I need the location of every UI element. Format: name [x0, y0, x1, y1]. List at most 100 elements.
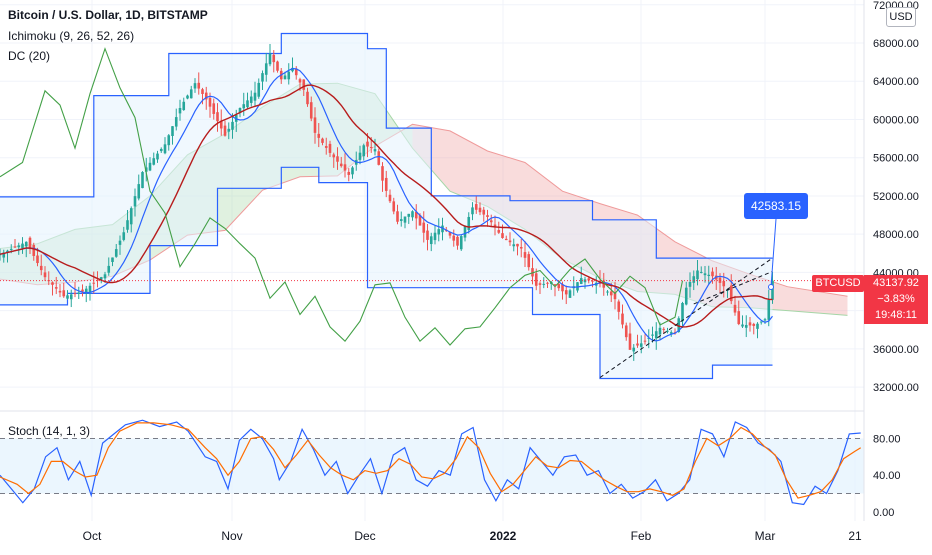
- candle-body: [257, 82, 261, 97]
- candle-body: [332, 154, 336, 158]
- candle-body: [313, 117, 317, 133]
- x-tick-label: Oct: [83, 529, 102, 543]
- x-tick-label: Feb: [631, 529, 652, 543]
- candle-body: [418, 215, 422, 226]
- candle-body: [486, 215, 489, 217]
- candle-body: [189, 89, 193, 99]
- candle-body: [489, 220, 493, 223]
- candle-body: [253, 92, 257, 101]
- candle-body: [28, 237, 32, 249]
- candle-body: [531, 268, 534, 277]
- candle-body: [373, 149, 377, 152]
- candle-body: [737, 311, 741, 325]
- candle-body: [516, 243, 519, 247]
- candle-body: [219, 120, 223, 129]
- y-tick-label: 52000.00: [873, 191, 919, 203]
- candle-body: [51, 282, 54, 285]
- candle-body: [283, 75, 287, 80]
- candle-body: [287, 71, 291, 80]
- candle-body: [433, 232, 437, 241]
- candle-body: [107, 265, 111, 273]
- candle-body: [422, 222, 426, 233]
- donchian-fill: [0, 33, 773, 379]
- y-tick-label: 60000.00: [873, 114, 919, 126]
- candle-body: [231, 121, 234, 130]
- y-tick-label: 64000.00: [873, 76, 919, 88]
- x-tick-label: 2022: [490, 529, 517, 543]
- stoch-legend[interactable]: Stoch (14, 1, 3): [8, 424, 91, 438]
- donchian-upper: [0, 32, 773, 259]
- candle-body: [587, 278, 591, 281]
- candle-body: [88, 285, 92, 292]
- donchian-legend[interactable]: DC (20): [8, 49, 51, 63]
- candle-body: [133, 196, 137, 207]
- symbol-price-tag: BTCUSD: [812, 275, 864, 292]
- candle-body: [99, 277, 103, 280]
- candle-body: [662, 328, 666, 330]
- stoch-tick-label: 80.00: [873, 434, 901, 446]
- candle-body: [238, 108, 242, 114]
- candle-body: [324, 146, 328, 148]
- candle-body: [144, 167, 148, 172]
- candle-body: [741, 324, 744, 327]
- candle-body: [478, 207, 482, 213]
- candle-body: [81, 289, 84, 292]
- candle-body: [103, 274, 107, 279]
- trend-line-upper: [693, 270, 773, 305]
- candle-body: [403, 216, 407, 223]
- candle-body: [632, 347, 636, 352]
- candle-body: [748, 322, 752, 326]
- candle-body: [628, 333, 632, 350]
- candle-body: [336, 156, 339, 162]
- candle-body: [13, 246, 17, 248]
- candle-body: [729, 285, 733, 302]
- candle-body: [482, 209, 486, 215]
- candle-body: [542, 283, 546, 285]
- candle-body: [328, 143, 332, 153]
- candle-body: [351, 167, 354, 175]
- candle-body: [197, 82, 201, 89]
- candle-body: [118, 240, 122, 245]
- y-tick-label: 72000.00: [873, 0, 919, 12]
- candle-body: [437, 229, 441, 235]
- candle-body: [227, 128, 231, 132]
- callout-pointer: [770, 218, 777, 288]
- candle-body: [493, 224, 497, 228]
- candle-body: [62, 290, 66, 297]
- symbol-legend[interactable]: Bitcoin / U.S. Dollar, 1D, BITSTAMP: [8, 8, 208, 22]
- candle-body: [677, 318, 681, 332]
- candle-body: [508, 240, 512, 243]
- candle-body: [171, 126, 174, 136]
- candle-body: [2, 252, 6, 258]
- candle-body: [463, 226, 467, 238]
- currency-badge[interactable]: USD: [886, 7, 916, 27]
- candle-body: [564, 290, 568, 295]
- conversion-line: [0, 67, 773, 342]
- candle-body: [152, 158, 156, 165]
- candle-body: [523, 252, 527, 258]
- candle-body: [167, 135, 171, 146]
- candle-body: [358, 152, 362, 160]
- stoch-tick-label: 0.00: [873, 507, 894, 519]
- candle-body: [268, 53, 272, 65]
- candle-body: [294, 68, 298, 76]
- candle-body: [441, 225, 444, 233]
- candle-body: [561, 284, 564, 292]
- candle-body: [77, 292, 81, 294]
- x-tick-label: Mar: [755, 529, 776, 543]
- candle-body: [92, 282, 96, 284]
- candle-body: [756, 323, 759, 329]
- candle-body: [58, 290, 62, 293]
- candle-body: [497, 230, 501, 233]
- candle-body: [591, 280, 594, 282]
- candle-body: [137, 184, 141, 199]
- candle-body: [392, 201, 396, 212]
- candle-body: [636, 343, 639, 346]
- candle-body: [73, 293, 77, 295]
- candle-body: [321, 138, 324, 143]
- candle-body: [6, 250, 9, 253]
- candle-body: [501, 233, 504, 238]
- ichimoku-legend[interactable]: Ichimoku (9, 26, 52, 26): [8, 29, 135, 43]
- candle-body: [246, 100, 249, 108]
